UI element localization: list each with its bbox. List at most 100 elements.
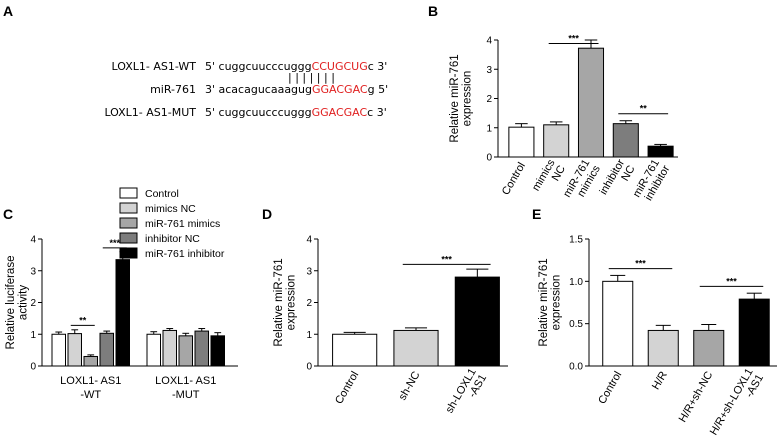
y-axis-label: Relative miR-761expression [449,54,474,142]
bar [602,280,634,367]
seq-mut-highlight: GGACGAC [312,106,368,119]
y-tick-label: 1 [30,330,36,341]
bar [454,276,500,367]
x-tick-label: sh-NC [397,369,423,402]
y-tick-label: 1 [486,123,492,134]
x-tick-label: H/R+sh-NC [677,369,716,424]
bar [99,332,114,367]
legend-swatch [119,232,138,244]
panel-a-sequences: LOXL1- AS1-WT 5' cuggcuucccugggCCUGCUGc … [104,60,388,119]
legend-swatch [119,217,138,229]
y-tick-label: 1 [306,330,312,341]
seq-mut-suffix: c 3' [367,106,387,119]
y-axis-label: Relative luciferaseactivity [5,256,30,350]
panel-label-c: C [3,206,13,222]
x-tick-label: Control [500,161,528,198]
bar [51,333,66,367]
bar [194,330,209,367]
bar [647,329,679,367]
panel-label-b: B [428,3,438,19]
y-tick-label: 0.5 [569,319,583,330]
bar [612,123,639,158]
y-tick-label: 4 [306,235,312,246]
legend-label: inhibitor NC [145,233,200,245]
bar [210,335,225,367]
bar [577,47,605,158]
x-tick-label: sh-LOXL1-AS1 [444,367,490,422]
y-tick-label: 2 [306,298,312,309]
x-tick-label: Control [333,370,361,407]
bar [178,335,193,367]
y-tick-label: 0 [30,362,36,373]
y-tick-label: 1.0 [569,277,583,288]
y-tick-label: 1.5 [569,235,583,246]
y-axis-label: Relative miR-761expression [538,258,563,346]
seq-mir: 3' acacagucaaagugGGACGACg 5' [205,83,388,96]
bar [115,259,130,367]
bar [146,333,161,367]
bar [67,333,82,367]
x-tick-label: H/R+sh-LOXL1-AS1 [708,367,766,441]
bar [508,126,535,158]
x-tick-label: inhibitorNC [598,157,638,203]
bar [332,333,378,367]
x-tick-label: miR-761mimics [561,157,603,205]
seq-label-mut: LOXL1- AS1-MUT [104,106,196,119]
bar [738,298,770,367]
significance-label: ** [640,104,648,114]
legend-label: miR-761 inhibitor [145,248,225,260]
y-tick-label: 3 [486,65,492,76]
seq-wt: 5' cuggcuucccugggCCUGCUGc 3' [205,60,387,73]
seq-mut-prefix: 5' cuggcuucccuggg [205,106,312,119]
panel-label-a: A [3,3,13,19]
seq-mir-highlight: GGACGAC [312,83,368,96]
seq-mut: 5' cuggcuucccugggGGACGACc 3' [205,106,387,119]
group-label-suffix: -WT [80,389,101,401]
legend-label: mimics NC [145,203,196,215]
group-label: LOXL1- AS1 [155,375,216,387]
bar [162,329,177,367]
panel-label-e: E [532,206,541,222]
chart-b: 0 1 2 3 4 Relative miR-761expression Control mi… [449,34,678,205]
seq-mir-prefix: 3' acacagucaaagug [205,83,312,96]
y-tick-label: 3 [306,266,312,277]
y-tick-label: 3 [30,266,36,277]
group-label-suffix: -MUT [172,389,200,401]
legend-swatch [119,202,138,214]
chart-e: 0.0 0.5 1.0 1.5 Relative miR-761expression Co… [538,235,777,441]
bar [647,145,674,158]
legend-label: miR-761 mimics [145,218,220,230]
y-tick-label: 4 [30,235,36,246]
y-tick-label: 2 [486,94,492,105]
significance-label: ** [79,315,87,325]
significance-label: *** [109,238,120,248]
y-axis-label: Relative miR-761expression [273,258,298,346]
seq-wt-suffix: c 3' [368,60,388,73]
bar [693,329,725,367]
legend-swatch [119,187,138,199]
seq-mir-suffix: g 5' [368,83,389,96]
chart-d: 0 1 2 3 4 Relative miR-761expression Control sh… [273,235,508,422]
significance-label: *** [568,34,579,44]
seq-label-mir: miR-761 [150,83,196,96]
legend-label: Control [145,188,179,200]
legend-swatch [119,247,138,259]
x-tick-label: miR-761inhibitor [631,157,673,205]
panel-label-d: D [262,206,272,222]
bar [83,355,98,367]
y-tick-label: 0.0 [569,362,583,373]
x-tick-label: H/R [650,369,670,391]
pairing-lines: | | | | | | | [288,71,335,84]
group-label: LOXL1- AS1 [60,375,121,387]
seq-wt-highlight: CCUGCUG [312,60,368,73]
seq-label-wt: LOXL1- AS1-WT [112,60,197,73]
bar [543,124,570,158]
significance-label: *** [726,276,737,286]
y-tick-label: 2 [30,298,36,309]
seq-wt-prefix: 5' cuggcuucccuggg [205,60,312,73]
significance-label: *** [635,259,646,269]
x-tick-label: Control [596,370,624,407]
y-tick-label: 4 [486,36,492,47]
